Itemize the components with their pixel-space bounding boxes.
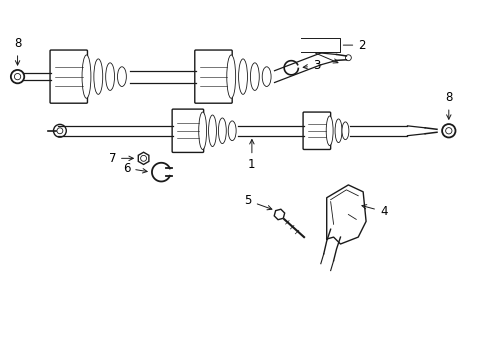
Ellipse shape: [82, 55, 91, 98]
Ellipse shape: [228, 121, 236, 141]
Circle shape: [53, 124, 66, 137]
Text: 5: 5: [244, 194, 271, 210]
Text: 6: 6: [122, 162, 147, 175]
Ellipse shape: [218, 118, 226, 144]
FancyBboxPatch shape: [303, 112, 330, 149]
Text: 8: 8: [14, 37, 21, 65]
Text: 2: 2: [343, 39, 365, 51]
Ellipse shape: [198, 112, 206, 149]
Circle shape: [11, 70, 24, 83]
Ellipse shape: [117, 67, 126, 86]
Ellipse shape: [334, 119, 341, 143]
Text: 8: 8: [444, 91, 451, 119]
FancyBboxPatch shape: [194, 50, 232, 103]
Circle shape: [441, 124, 454, 138]
Text: 1: 1: [247, 140, 255, 171]
Text: 3: 3: [303, 59, 320, 72]
Ellipse shape: [262, 67, 270, 86]
Ellipse shape: [94, 59, 102, 94]
Ellipse shape: [238, 59, 247, 94]
Ellipse shape: [341, 122, 348, 140]
FancyBboxPatch shape: [50, 50, 87, 103]
Ellipse shape: [105, 63, 114, 90]
Text: 7: 7: [108, 152, 133, 165]
Ellipse shape: [208, 115, 216, 147]
Ellipse shape: [226, 55, 235, 98]
FancyBboxPatch shape: [172, 109, 203, 152]
Text: 4: 4: [361, 204, 386, 218]
Ellipse shape: [250, 63, 259, 90]
Ellipse shape: [325, 116, 332, 145]
